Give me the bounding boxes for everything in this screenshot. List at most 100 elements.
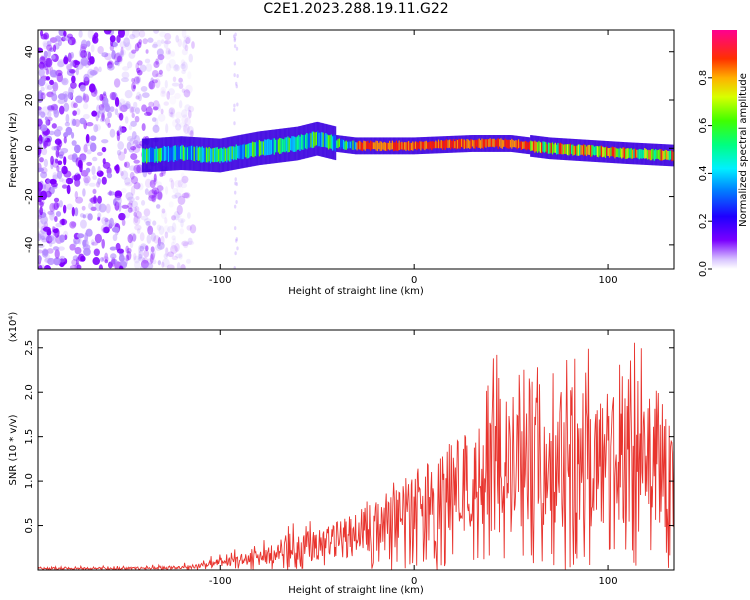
noise-dot bbox=[187, 71, 192, 80]
noise-dot bbox=[131, 82, 136, 92]
noise-dot bbox=[114, 192, 122, 201]
noise-dot bbox=[56, 170, 63, 180]
noise-dot bbox=[54, 249, 60, 259]
noise-dot bbox=[172, 76, 177, 83]
noise-dot bbox=[46, 234, 55, 242]
noise-dot bbox=[53, 129, 62, 137]
spectrogram-frame bbox=[37, 29, 675, 270]
noise-dot bbox=[53, 202, 59, 211]
noise-dot bbox=[49, 209, 56, 217]
colorbar-tick-label: 0.4 bbox=[698, 165, 709, 181]
noise-dot bbox=[156, 39, 162, 47]
noise-dot bbox=[145, 245, 149, 252]
noise-dot bbox=[38, 106, 42, 116]
noise-dot bbox=[41, 147, 48, 156]
noise-dot bbox=[126, 135, 134, 142]
noise-dot bbox=[97, 165, 101, 174]
noise-dot bbox=[160, 210, 167, 220]
noise-dot bbox=[136, 228, 141, 234]
noise-dot bbox=[51, 225, 56, 233]
noise-dot bbox=[92, 36, 99, 44]
noise-dot bbox=[171, 255, 179, 261]
noise-dot bbox=[170, 179, 175, 190]
noise-dot bbox=[151, 69, 159, 78]
noise-dot bbox=[163, 253, 169, 260]
noise-dot bbox=[43, 158, 49, 168]
noise-dot bbox=[109, 128, 116, 138]
noise-dot bbox=[186, 125, 194, 135]
noise-dot bbox=[54, 158, 59, 164]
noise-dot bbox=[134, 260, 141, 269]
noise-dot bbox=[111, 256, 116, 267]
noise-dot bbox=[233, 204, 237, 209]
noise-dot bbox=[91, 241, 99, 246]
noise-dot bbox=[139, 64, 147, 73]
noise-dot bbox=[153, 235, 160, 244]
noise-dot bbox=[54, 216, 58, 223]
noise-dot bbox=[90, 206, 97, 212]
noise-dot bbox=[39, 206, 43, 216]
noise-dot bbox=[38, 124, 42, 130]
noise-dot bbox=[90, 239, 95, 246]
noise-dot bbox=[69, 69, 76, 74]
chart-title: C2E1.2023.288.19.11.G22 bbox=[263, 1, 449, 17]
noise-dot bbox=[162, 258, 170, 268]
noise-dot bbox=[105, 104, 111, 113]
noise-dot bbox=[181, 61, 188, 72]
noise-dot bbox=[158, 69, 163, 75]
noise-dot bbox=[99, 257, 105, 262]
noise-dot bbox=[69, 221, 77, 229]
noise-dot bbox=[109, 44, 115, 51]
y-tick-label: 1.5 bbox=[24, 429, 35, 445]
noise-dot bbox=[125, 245, 130, 254]
noise-dot bbox=[150, 246, 155, 253]
noise-dot bbox=[38, 110, 41, 117]
noise-dot bbox=[132, 215, 141, 226]
noise-dot bbox=[161, 208, 166, 214]
noise-dot bbox=[118, 125, 123, 135]
noise-dot bbox=[160, 108, 164, 115]
noise-dot bbox=[165, 247, 169, 258]
noise-dot bbox=[154, 78, 161, 89]
noise-dot bbox=[233, 226, 237, 231]
noise-dot bbox=[187, 240, 195, 246]
noise-dot bbox=[233, 44, 237, 49]
noise-dot bbox=[171, 82, 180, 87]
noise-dot bbox=[45, 190, 52, 198]
y-tick-label: 20 bbox=[24, 94, 35, 107]
noise-dot bbox=[105, 203, 111, 214]
noise-dot bbox=[90, 44, 95, 53]
noise-dot bbox=[145, 262, 154, 269]
noise-dot bbox=[111, 226, 120, 233]
noise-dot bbox=[83, 73, 90, 82]
noise-dot bbox=[131, 30, 140, 38]
noise-dot bbox=[84, 95, 90, 103]
noise-dot bbox=[116, 131, 121, 142]
noise-dot bbox=[138, 245, 142, 254]
noise-dot bbox=[157, 190, 163, 201]
noise-dot bbox=[117, 30, 125, 38]
noise-dot bbox=[154, 189, 158, 197]
noise-dot bbox=[45, 68, 49, 75]
noise-dot bbox=[130, 207, 138, 213]
noise-dot bbox=[233, 61, 237, 66]
noise-dot bbox=[234, 251, 237, 256]
noise-dot bbox=[176, 262, 181, 269]
noise-dot bbox=[186, 212, 191, 219]
noise-dot bbox=[168, 88, 175, 96]
noise-dot bbox=[57, 160, 63, 166]
noise-dot bbox=[235, 84, 238, 89]
noise-dot bbox=[171, 241, 175, 250]
noise-dot bbox=[97, 195, 102, 204]
colorbar-gradient bbox=[712, 30, 737, 269]
noise-dot bbox=[38, 93, 44, 103]
noise-dot bbox=[167, 225, 175, 234]
noise-dot bbox=[66, 65, 72, 72]
noise-dot bbox=[133, 253, 137, 261]
noise-dot bbox=[38, 118, 43, 127]
noise-dot bbox=[101, 238, 105, 249]
colorbar: 0.0 0.2 0.4 0.6 0.8 Normalized spectral ampl… bbox=[698, 30, 749, 277]
noise-dot bbox=[190, 129, 194, 138]
noise-dot bbox=[50, 103, 59, 111]
